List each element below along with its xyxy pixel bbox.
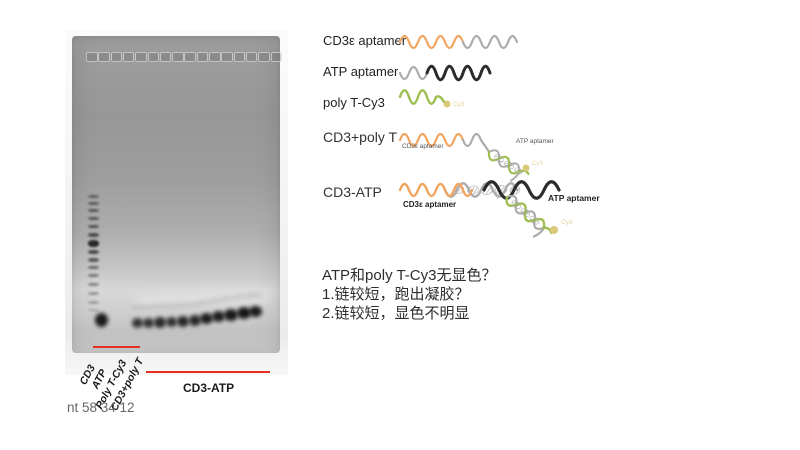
row5-orange-squiggle <box>398 182 474 198</box>
row5-cy3-label: Cy3 <box>561 219 573 226</box>
legend-cd3-atp: CD3-ATP <box>323 184 382 200</box>
legend-polyt-cy3: poly T-Cy3 <box>323 95 385 110</box>
note-item-2: 2.链较短，显色不明显 <box>322 305 470 322</box>
row3-cy3-dot <box>443 100 451 108</box>
legend-cd3e-aptamer: CD3ε aptamer <box>323 33 407 48</box>
row5-desc-helix-rung <box>520 208 531 217</box>
row5-cd3e-sublabel: CD3ε aptamer <box>403 200 456 209</box>
row2-gray-squiggle <box>398 65 429 81</box>
row4-atp-sublabel: ATP aptamer <box>516 138 555 145</box>
row4-gray-squiggle <box>461 132 491 154</box>
row5-desc-helix-rung <box>529 215 540 225</box>
row4-cy3-label: Cy3 <box>532 161 543 167</box>
row4-orange-squiggle <box>398 132 465 148</box>
row4-helix-rung <box>514 167 523 175</box>
row2-black-squiggle <box>425 64 492 82</box>
row4-helix-rung <box>504 160 514 170</box>
row4-cy3-dot <box>522 164 530 172</box>
note-item-1: 1.链较短，跑出凝胶？ <box>322 286 470 303</box>
row4-helix-rung <box>494 154 504 163</box>
row5-black-squiggle <box>482 180 561 200</box>
cd3-atp-group-label: CD3-ATP <box>183 381 235 395</box>
legend-atp-aptamer: ATP aptamer <box>323 64 399 79</box>
notes-block: ATP和poly T-Cy3无显色？ 1.链较短，跑出凝胶？ 2.链较短，显色不… <box>322 266 496 323</box>
red-underline-cd3-atp <box>146 371 270 373</box>
red-underline-left-lanes <box>93 346 140 348</box>
legend-cd3-polyt: CD3+poly T <box>323 129 398 145</box>
row5-desc-helix-rung <box>511 200 521 210</box>
row1-orange-squiggle <box>398 34 465 50</box>
row3-cy3-label: Cy3 <box>453 101 465 108</box>
row4-cd3e-sublabel: CD3ε aptamer <box>402 143 444 150</box>
gel-area <box>72 36 280 353</box>
row1-gray-squiggle <box>461 34 519 50</box>
row5-atp-sublabel: ATP aptamer <box>548 193 600 203</box>
aptamer-schematics: Cy3 Cy3 CD3ε aptamer ATP aptamer <box>398 34 600 238</box>
row3-green-squiggle <box>398 89 446 105</box>
row5-cy3-dot <box>550 226 558 234</box>
gel-photo <box>65 30 288 375</box>
nt-sizes-label: nt 58 34 12 <box>67 400 135 415</box>
note-title: ATP和poly T-Cy3无显色？ <box>322 267 497 284</box>
